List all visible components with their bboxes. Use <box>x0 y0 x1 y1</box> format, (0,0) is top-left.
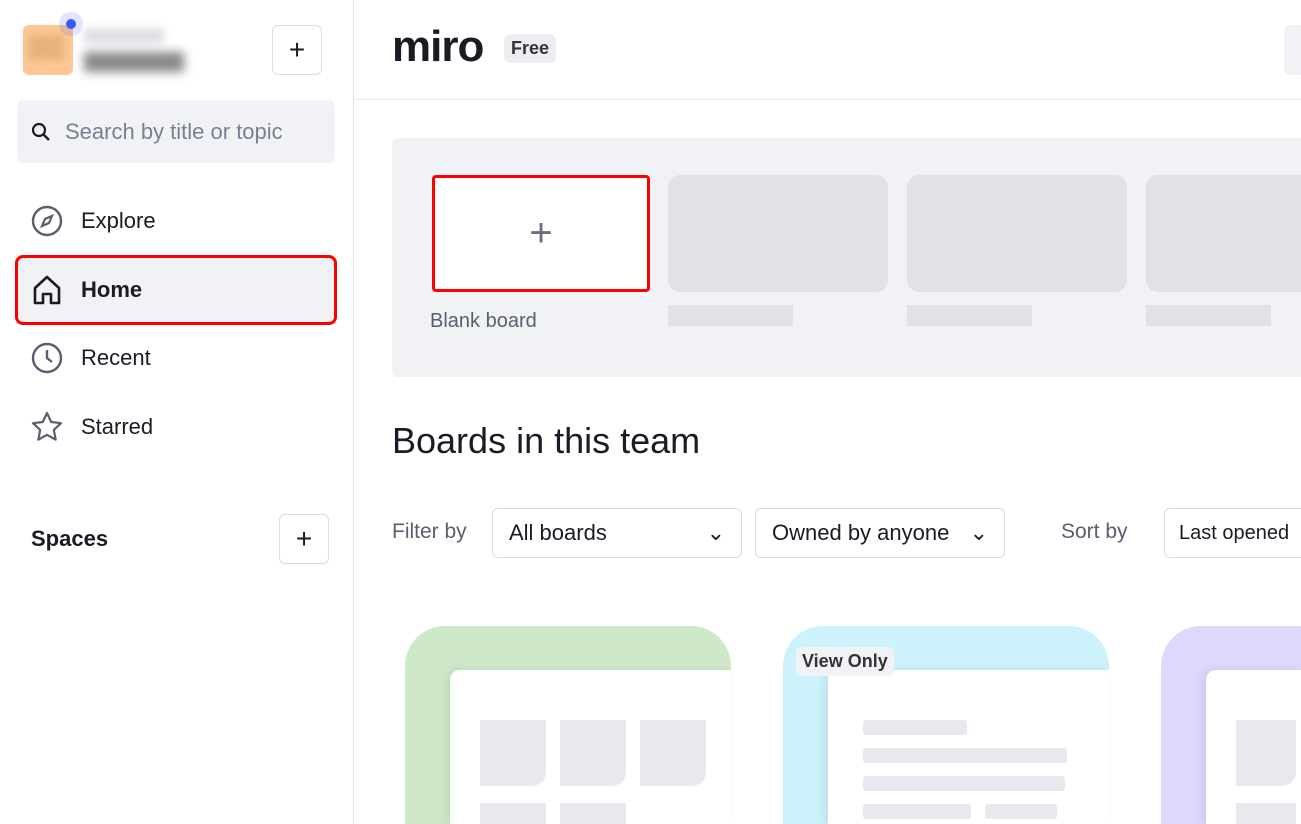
owner-dropdown[interactable]: Owned by anyone ⌄ <box>755 508 1005 558</box>
template-label-placeholder <box>1146 305 1271 326</box>
sort-label: Sort by <box>1061 520 1128 543</box>
add-team-button[interactable]: + <box>272 25 322 75</box>
filter-dropdown[interactable]: All boards ⌄ <box>492 508 742 558</box>
board-card[interactable] <box>405 626 731 824</box>
notification-dot <box>66 19 76 29</box>
template-placeholder <box>907 175 1127 292</box>
home-icon <box>33 275 61 305</box>
add-space-button[interactable]: + <box>279 514 329 564</box>
sidebar-item-label: Explore <box>81 208 156 233</box>
avatar[interactable] <box>23 25 73 75</box>
sidebar-item-label: Home <box>81 277 143 302</box>
sort-value: Last opened <box>1179 521 1290 544</box>
filter-label: Filter by <box>392 520 467 543</box>
sidebar-item-label: Starred <box>81 414 154 439</box>
compass-icon <box>31 205 63 237</box>
star-icon <box>31 411 63 441</box>
sidebar: + Explore Home Recent Starred Spaces + <box>0 0 354 824</box>
sidebar-item-explore[interactable]: Explore <box>17 188 335 254</box>
chevron-down-icon: ⌄ <box>706 520 725 545</box>
filter-value: All boards <box>509 520 607 545</box>
owner-value: Owned by anyone <box>772 520 950 545</box>
clock-icon <box>31 342 63 374</box>
templates-panel: + Blank board <box>392 138 1301 377</box>
miro-logo[interactable]: miro <box>392 22 484 71</box>
template-label-placeholder <box>907 305 1032 326</box>
search-box[interactable] <box>17 100 335 163</box>
section-title: Boards in this team <box>392 420 701 461</box>
team-name-blurred[interactable] <box>84 28 194 76</box>
plus-icon: + <box>529 211 553 255</box>
spaces-heading: Spaces <box>31 526 109 551</box>
template-placeholder <box>668 175 888 292</box>
blank-board-label: Blank board <box>430 310 537 332</box>
header-button[interactable] <box>1284 25 1301 75</box>
header: miro Free <box>354 0 1301 100</box>
main-content: miro Free + Blank board Boards in this t… <box>354 0 1301 824</box>
chevron-down-icon: ⌄ <box>969 520 988 545</box>
plan-badge: Free <box>504 34 557 63</box>
sidebar-item-starred[interactable]: Starred <box>17 394 335 460</box>
blank-board-button[interactable]: + <box>432 175 650 292</box>
board-card[interactable] <box>1161 626 1301 824</box>
template-label-placeholder <box>668 305 793 326</box>
sidebar-item-home[interactable]: Home <box>15 255 337 325</box>
search-input[interactable] <box>65 118 325 145</box>
search-icon <box>31 122 50 141</box>
template-placeholder <box>1146 175 1301 292</box>
sidebar-item-label: Recent <box>81 345 151 370</box>
sidebar-item-recent[interactable]: Recent <box>17 325 335 391</box>
sort-dropdown[interactable]: Last opened <box>1164 508 1301 558</box>
view-only-badge: View Only <box>796 647 894 676</box>
